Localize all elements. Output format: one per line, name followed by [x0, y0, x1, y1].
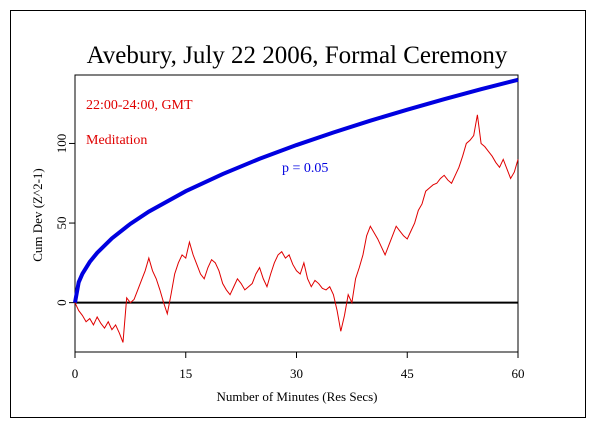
annotation: 22:00-24:00, GMT: [86, 98, 193, 113]
y-tick-label: 0: [54, 299, 69, 306]
x-tick-label: 45: [401, 366, 414, 381]
annotation: Meditation: [86, 133, 147, 148]
frame: [10, 10, 586, 418]
x-tick-label: 0: [72, 366, 79, 381]
series-line: [73, 77, 519, 304]
x-tick-label: 15: [179, 366, 192, 381]
y-tick-label: 100: [54, 134, 69, 154]
y-axis-label: Cum Dev (Z^2-1): [30, 168, 45, 261]
x-tick-label: 30: [290, 366, 303, 381]
x-axis-label: Number of Minutes (Res Secs): [216, 389, 377, 404]
series-line: [74, 114, 519, 343]
x-tick-label: 60: [512, 366, 525, 381]
annotation: p = 0.05: [282, 161, 328, 176]
y-tick-label: 50: [54, 217, 69, 230]
plot-area: [74, 74, 519, 353]
chart-title: Avebury, July 22 2006, Formal Ceremony: [87, 42, 508, 69]
